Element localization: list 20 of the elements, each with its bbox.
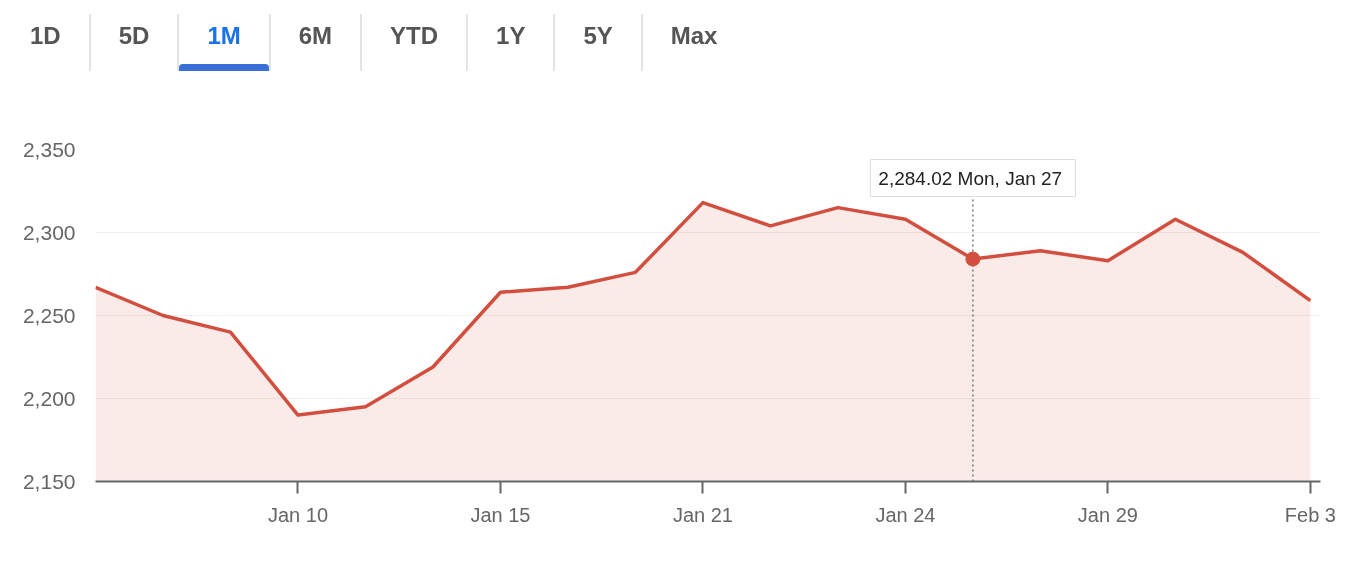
annotation: 2,284.02 Mon, Jan 27 xyxy=(878,167,1063,189)
y-tick-label: 2,200 xyxy=(22,386,76,410)
x-tick-label: Jan 29 xyxy=(1077,503,1138,526)
y-tick-label: 2,350 xyxy=(22,137,76,161)
y-tick-label: 2,250 xyxy=(22,303,76,327)
text: 1M xyxy=(206,21,242,51)
text: YTD xyxy=(389,21,440,51)
y-tick-label: 2,300 xyxy=(22,220,76,244)
x-tick-label: Jan 21 xyxy=(672,503,733,526)
x-tick-label: Jan 15 xyxy=(470,503,531,526)
x-tick-label: Jan 24 xyxy=(875,503,936,526)
x-tick-label: Jan 10 xyxy=(267,503,329,526)
text: Max xyxy=(669,21,719,51)
y-tick-label: 2,150 xyxy=(22,469,76,493)
text: 6M xyxy=(297,21,334,51)
text: 5D xyxy=(117,21,151,51)
text: 5Y xyxy=(582,21,614,51)
x-tick-label: Feb 3 xyxy=(1284,503,1336,526)
text: 1Y xyxy=(495,21,527,51)
text: 1D xyxy=(29,21,62,51)
